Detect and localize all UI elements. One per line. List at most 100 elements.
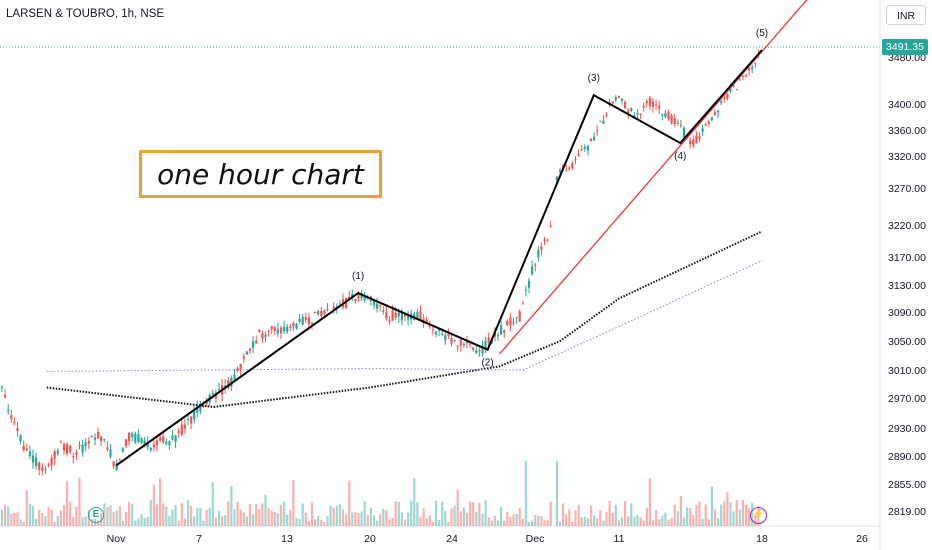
volume-bar bbox=[59, 510, 62, 526]
wave-label: (5) bbox=[756, 28, 768, 39]
volume-bar bbox=[651, 520, 655, 526]
candle-body bbox=[239, 363, 242, 371]
candle-body bbox=[146, 442, 149, 448]
candle-body bbox=[624, 101, 627, 109]
volume-bar bbox=[335, 505, 338, 526]
volume-bar bbox=[276, 513, 279, 526]
candle-body bbox=[577, 154, 580, 157]
candle-body bbox=[31, 455, 35, 463]
volume-bar bbox=[664, 512, 667, 526]
candle-body bbox=[527, 280, 531, 288]
volume-bar bbox=[217, 510, 221, 526]
volume-bar bbox=[624, 500, 627, 526]
volume-bar bbox=[279, 505, 283, 526]
volume-bar bbox=[62, 505, 66, 526]
volume-bar bbox=[152, 484, 155, 526]
volume-bar bbox=[599, 510, 602, 526]
candle-body bbox=[131, 433, 134, 438]
volume-bar bbox=[593, 515, 596, 526]
annotation-box: one hour chart bbox=[139, 150, 382, 198]
volume-bar bbox=[53, 521, 56, 526]
dividend-bolt-icon[interactable]: ⚡ bbox=[750, 507, 767, 524]
volume-bar bbox=[462, 507, 465, 526]
candle-body bbox=[236, 367, 239, 372]
candle-body bbox=[90, 436, 93, 438]
volume-bar bbox=[456, 489, 459, 526]
volume-bar bbox=[682, 517, 686, 526]
wave-label: (3) bbox=[588, 73, 600, 84]
candle-body bbox=[642, 105, 645, 108]
candle-body bbox=[391, 310, 394, 321]
candle-body bbox=[183, 424, 186, 429]
candle-body bbox=[69, 445, 72, 452]
candle-body bbox=[283, 327, 286, 332]
volume-bar bbox=[403, 519, 407, 526]
volume-bar bbox=[168, 515, 171, 526]
volume-bar bbox=[586, 517, 589, 526]
volume-bar bbox=[562, 503, 565, 526]
candle-body bbox=[484, 341, 487, 350]
volume-bar bbox=[149, 500, 152, 526]
candle-body bbox=[354, 298, 357, 302]
volume-bar bbox=[351, 512, 354, 526]
time-axis-label: 20 bbox=[364, 533, 376, 545]
candle-body bbox=[360, 293, 363, 299]
volume-bar bbox=[459, 511, 462, 526]
volume-bar bbox=[13, 512, 16, 526]
candle-body bbox=[382, 310, 385, 312]
candle-body bbox=[509, 317, 512, 326]
volume-bar bbox=[190, 506, 193, 526]
volume-bar bbox=[506, 511, 509, 526]
volume-bar bbox=[431, 521, 434, 526]
volume-bar bbox=[481, 514, 484, 526]
candle-body bbox=[44, 469, 47, 471]
candle-body bbox=[617, 96, 620, 98]
time-axis-label: 18 bbox=[756, 533, 768, 545]
candle-body bbox=[596, 130, 599, 132]
volume-bar bbox=[509, 517, 512, 526]
price-axis-label: 3090.00 bbox=[888, 307, 926, 319]
currency-button[interactable]: INR bbox=[886, 5, 926, 25]
candle-body bbox=[171, 435, 174, 440]
time-axis-label: 13 bbox=[281, 533, 293, 545]
candle-body bbox=[190, 416, 193, 424]
candle-body bbox=[673, 118, 676, 125]
candle-body bbox=[506, 320, 509, 326]
volume-bar bbox=[537, 515, 540, 526]
candle-body bbox=[248, 348, 252, 351]
volume-bar bbox=[366, 515, 369, 526]
volume-bar bbox=[673, 504, 676, 526]
earnings-icon[interactable]: E bbox=[88, 507, 104, 523]
candle-body bbox=[233, 374, 236, 380]
candle-body bbox=[754, 62, 757, 64]
candle-body bbox=[444, 334, 447, 341]
volume-bar bbox=[7, 506, 10, 526]
candle-body bbox=[56, 450, 59, 454]
candle-body bbox=[348, 296, 351, 300]
candle-body bbox=[87, 440, 90, 444]
candle-body bbox=[655, 104, 658, 106]
volume-bar bbox=[348, 480, 351, 526]
candle-body bbox=[320, 311, 323, 317]
volume-bar bbox=[267, 508, 270, 526]
candle-body bbox=[453, 340, 456, 342]
volume-bar bbox=[258, 509, 261, 526]
volume-bar bbox=[264, 494, 267, 526]
volume-bar bbox=[301, 503, 304, 526]
candle-body bbox=[611, 101, 614, 104]
volume-bar bbox=[345, 514, 348, 526]
volume-bar bbox=[75, 506, 78, 526]
candle-body bbox=[447, 334, 450, 336]
volume-bar bbox=[558, 521, 562, 526]
candle-body bbox=[53, 451, 56, 459]
candle-body bbox=[571, 163, 574, 169]
candle-body bbox=[121, 448, 124, 452]
volume-bar bbox=[633, 516, 636, 526]
volume-bar bbox=[208, 507, 211, 526]
candle-body bbox=[38, 462, 41, 470]
price-axis-label: 2890.00 bbox=[888, 451, 926, 463]
volume-bar bbox=[90, 519, 93, 526]
volume-bar bbox=[391, 517, 394, 526]
volume-bar bbox=[388, 519, 391, 526]
